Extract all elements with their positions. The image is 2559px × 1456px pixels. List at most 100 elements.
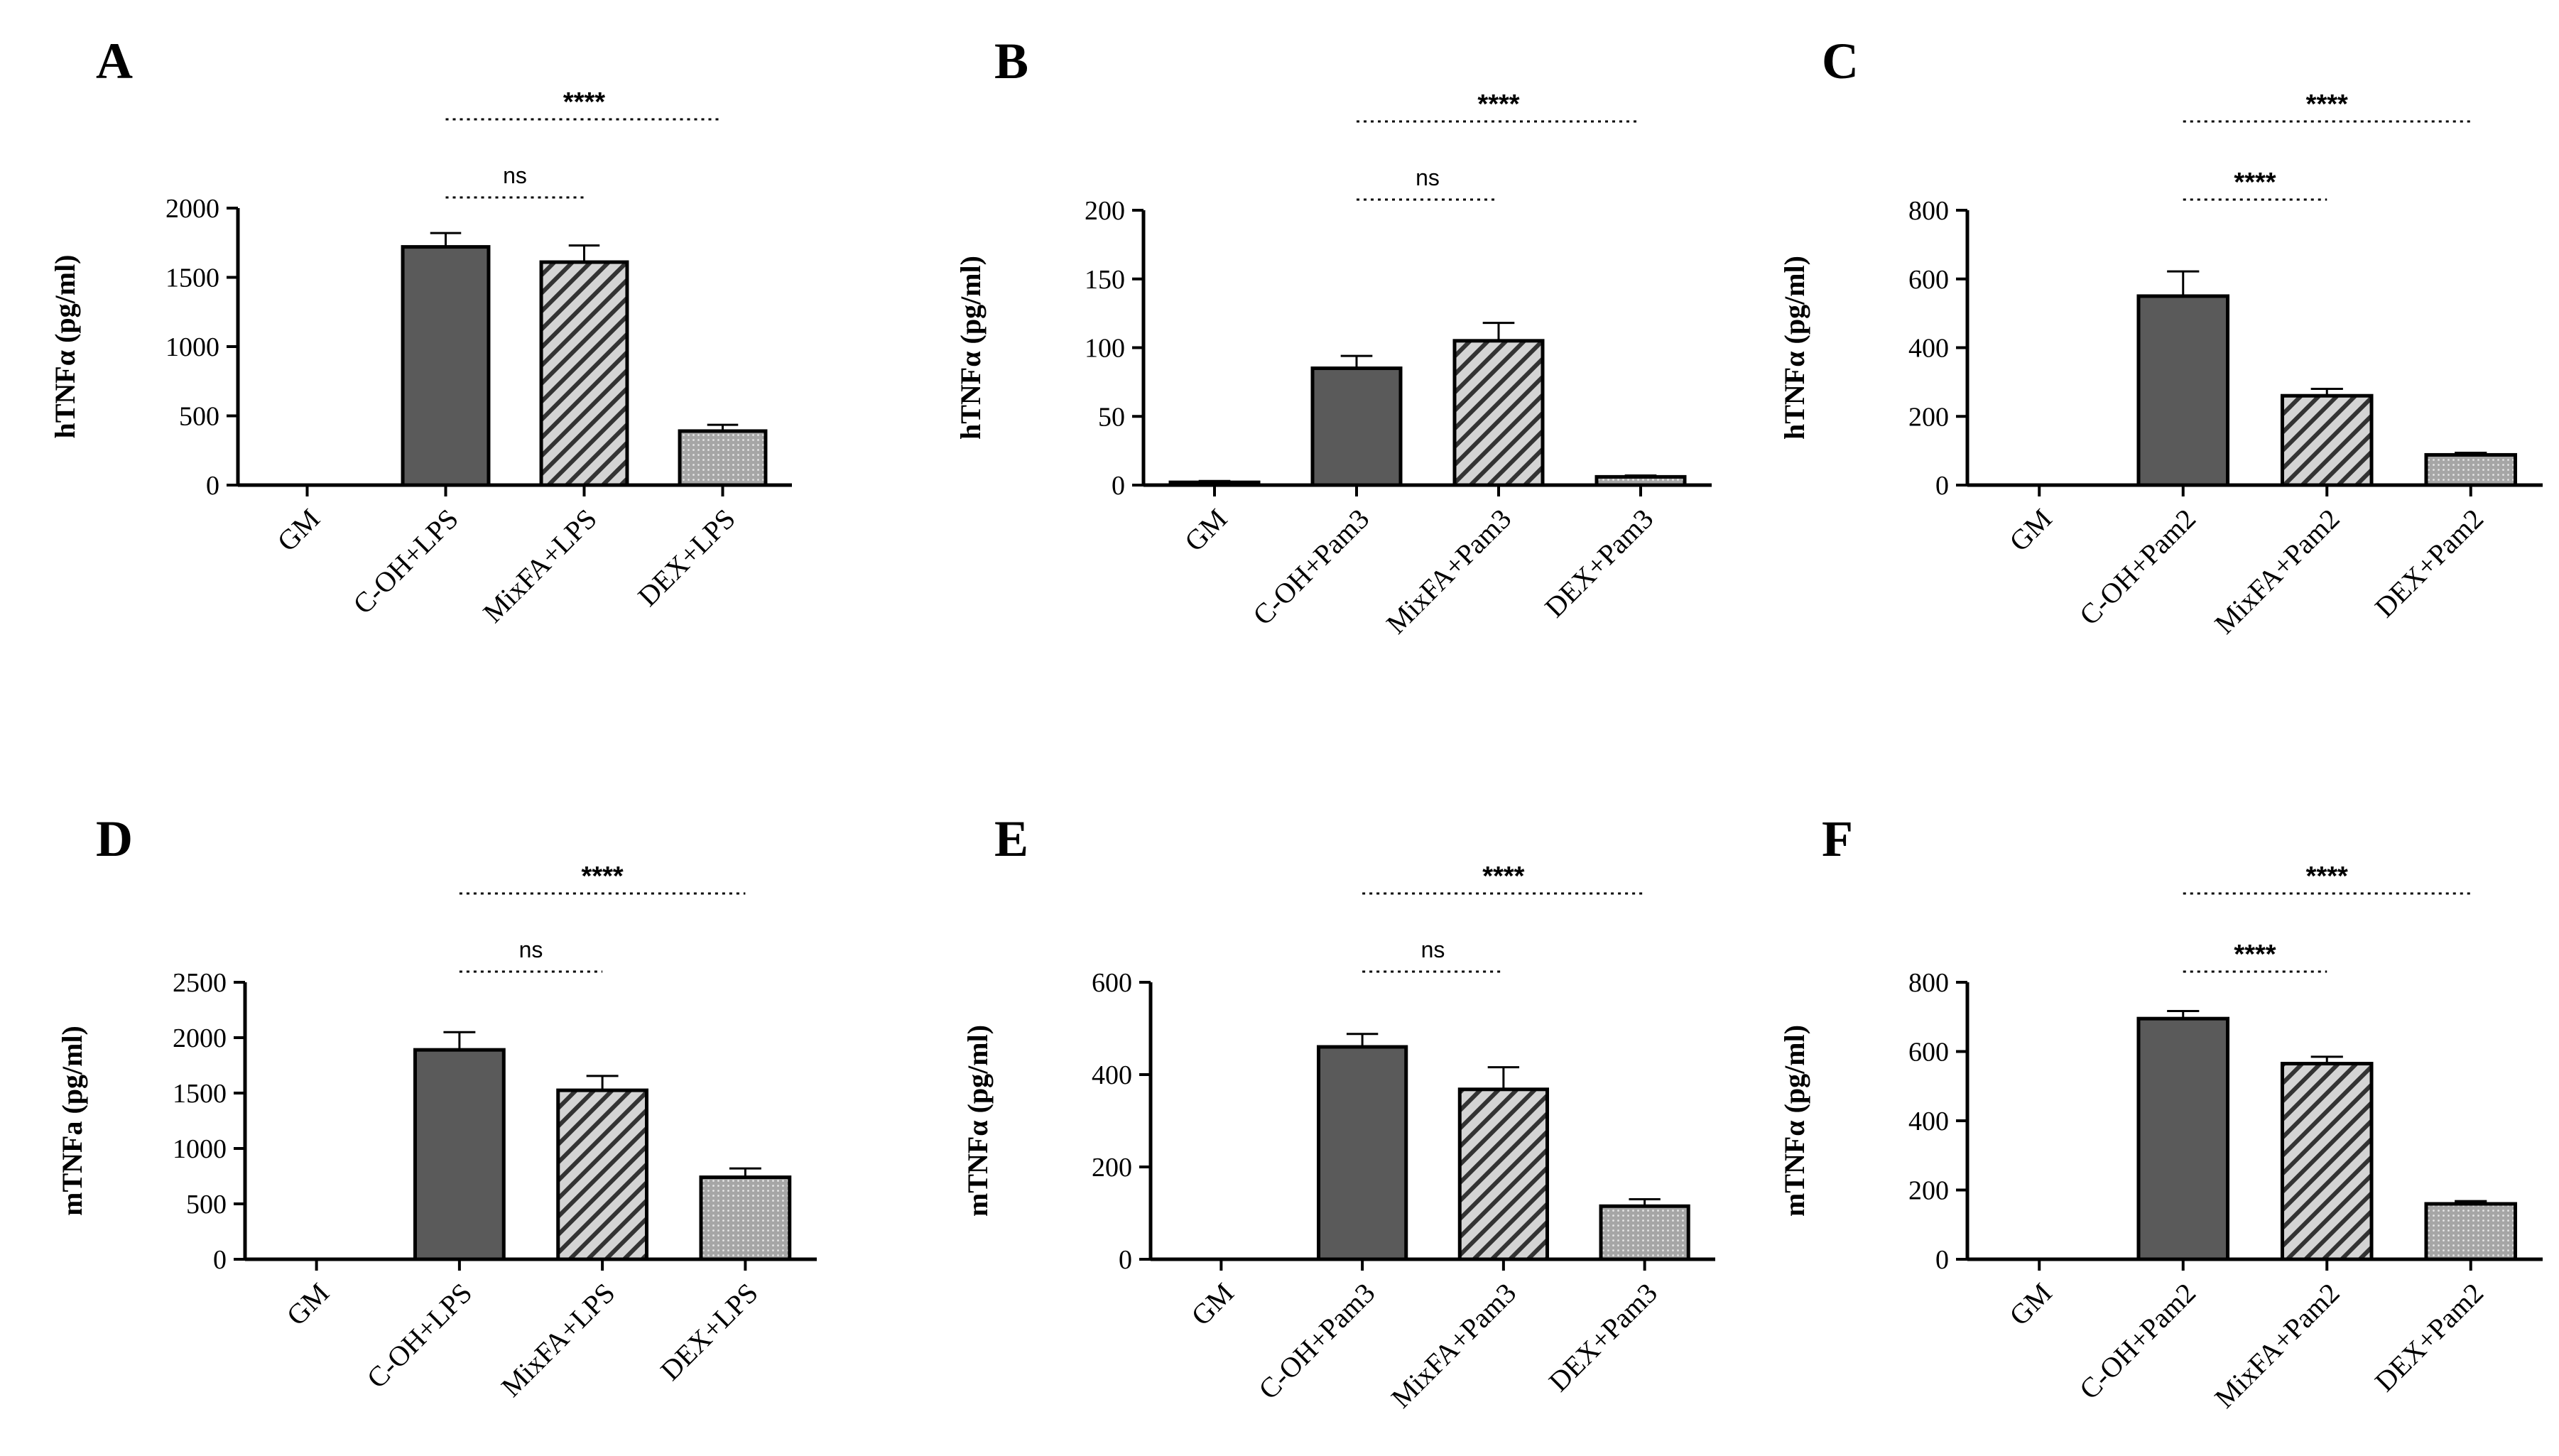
- bar-c-oh-pam2: [2136, 1016, 2230, 1261]
- y-tick-label: 1000: [165, 332, 219, 362]
- category-label: C-OH+Pam2: [2073, 503, 2202, 631]
- y-tick-label: 600: [1092, 968, 1132, 998]
- y-tick-label: 200: [1092, 1153, 1132, 1183]
- bar-c-oh-pam2: [2136, 294, 2230, 487]
- category-label: C-OH+LPS: [347, 503, 464, 621]
- category-label: GM: [1185, 1277, 1239, 1332]
- category-label: DEX+LPS: [654, 1277, 764, 1387]
- bar-mixfa-pam3: [1452, 339, 1545, 487]
- significance-label: ****: [2234, 940, 2276, 969]
- category-label: DEX+Pam3: [1543, 1277, 1663, 1398]
- category-label: GM: [271, 503, 325, 558]
- y-axis-label: mTNFα (pg/ml): [1778, 1025, 1810, 1217]
- y-tick-label: 0: [206, 471, 219, 501]
- y-tick-label: 1000: [173, 1134, 227, 1164]
- category-label: GM: [281, 1277, 335, 1332]
- significance-label: ****: [2306, 89, 2348, 119]
- y-axis-label: mTNFa (pg/ml): [56, 1026, 88, 1216]
- panel-letter: E: [994, 810, 1028, 867]
- y-tick-label: 400: [1092, 1060, 1132, 1090]
- category-label: C-OH+LPS: [361, 1277, 479, 1395]
- category-label: MixFA+LPS: [495, 1277, 621, 1403]
- category-label: MixFA+Pam3: [1380, 503, 1517, 640]
- significance-label: ns: [1416, 165, 1440, 190]
- y-tick-label: 2500: [173, 968, 227, 998]
- category-label: GM: [2003, 1277, 2058, 1332]
- bar-mixfa-pam2: [2280, 393, 2374, 487]
- bar-dex-pam3: [1599, 1204, 1690, 1261]
- bar-c-oh-lps: [413, 1048, 506, 1261]
- y-tick-label: 200: [1908, 402, 1949, 432]
- y-tick-label: 200: [1085, 196, 1125, 226]
- bar-c-oh-pam3: [1317, 1045, 1408, 1261]
- y-tick-label: 400: [1908, 1107, 1949, 1136]
- significance-label: ****: [1477, 89, 1519, 119]
- significance-label: ****: [1482, 862, 1524, 891]
- y-tick-label: 2000: [165, 194, 219, 224]
- category-label: C-OH+Pam3: [1252, 1277, 1381, 1406]
- y-axis-label: hTNFα (pg/ml): [955, 256, 987, 440]
- bar-dex-pam3: [1594, 474, 1687, 487]
- category-label: MixFA+Pam3: [1385, 1277, 1522, 1414]
- y-tick-label: 50: [1098, 402, 1125, 432]
- category-label: DEX+Pam3: [1538, 503, 1659, 624]
- significance-label: ns: [1421, 937, 1445, 962]
- bar-mixfa-lps: [556, 1088, 649, 1261]
- y-axis-label: mTNFα (pg/ml): [962, 1025, 994, 1217]
- y-tick-label: 800: [1908, 196, 1949, 226]
- significance-label: ****: [563, 87, 605, 117]
- y-tick-label: 600: [1908, 265, 1949, 295]
- y-tick-label: 600: [1908, 1038, 1949, 1067]
- significance-label: ****: [2234, 168, 2276, 197]
- bar-c-oh-pam3: [1310, 366, 1403, 487]
- category-label: C-OH+Pam2: [2073, 1277, 2202, 1406]
- y-tick-label: 0: [213, 1245, 227, 1275]
- y-axis-label: hTNFα (pg/ml): [1778, 256, 1810, 440]
- panel-letter: B: [994, 33, 1028, 89]
- y-tick-label: 1500: [165, 264, 219, 293]
- significance-label: ****: [2306, 862, 2348, 891]
- bar-dex-lps: [678, 429, 768, 487]
- y-axis-label: hTNFα (pg/ml): [49, 254, 81, 438]
- bar-mixfa-lps: [539, 260, 629, 487]
- y-tick-label: 200: [1908, 1176, 1949, 1206]
- category-label: DEX+Pam2: [2369, 503, 2489, 624]
- category-label: C-OH+Pam3: [1246, 503, 1375, 631]
- bar-dex-pam2: [2424, 1202, 2518, 1261]
- category-label: MixFA+Pam2: [2208, 1277, 2345, 1414]
- panel-letter: C: [1822, 33, 1859, 89]
- significance-label: ns: [503, 163, 527, 188]
- bar-gm: [1168, 480, 1261, 487]
- y-tick-label: 500: [186, 1190, 227, 1219]
- y-tick-label: 500: [179, 402, 219, 432]
- bar-mixfa-pam2: [2280, 1062, 2374, 1261]
- y-tick-label: 800: [1908, 968, 1949, 998]
- significance-label: ns: [519, 937, 543, 962]
- category-label: GM: [1178, 503, 1233, 558]
- category-label: MixFA+Pam2: [2208, 503, 2345, 640]
- panel-letter: D: [96, 810, 133, 867]
- y-tick-label: 150: [1085, 265, 1125, 295]
- y-tick-label: 0: [1935, 471, 1949, 501]
- y-tick-label: 100: [1085, 334, 1125, 364]
- category-label: MixFA+LPS: [477, 503, 603, 629]
- y-tick-label: 0: [1112, 471, 1125, 501]
- y-tick-label: 400: [1908, 334, 1949, 364]
- significance-label: ****: [582, 862, 624, 891]
- bar-c-oh-lps: [401, 245, 491, 487]
- panel-letter: A: [96, 33, 133, 89]
- y-tick-label: 0: [1119, 1245, 1132, 1275]
- panel-letter: F: [1822, 810, 1853, 867]
- category-label: GM: [2003, 503, 2058, 558]
- y-tick-label: 0: [1935, 1245, 1949, 1275]
- bar-dex-pam2: [2424, 452, 2518, 487]
- category-label: DEX+Pam2: [2369, 1277, 2489, 1398]
- bar-mixfa-pam3: [1457, 1087, 1549, 1261]
- category-label: DEX+LPS: [631, 503, 741, 613]
